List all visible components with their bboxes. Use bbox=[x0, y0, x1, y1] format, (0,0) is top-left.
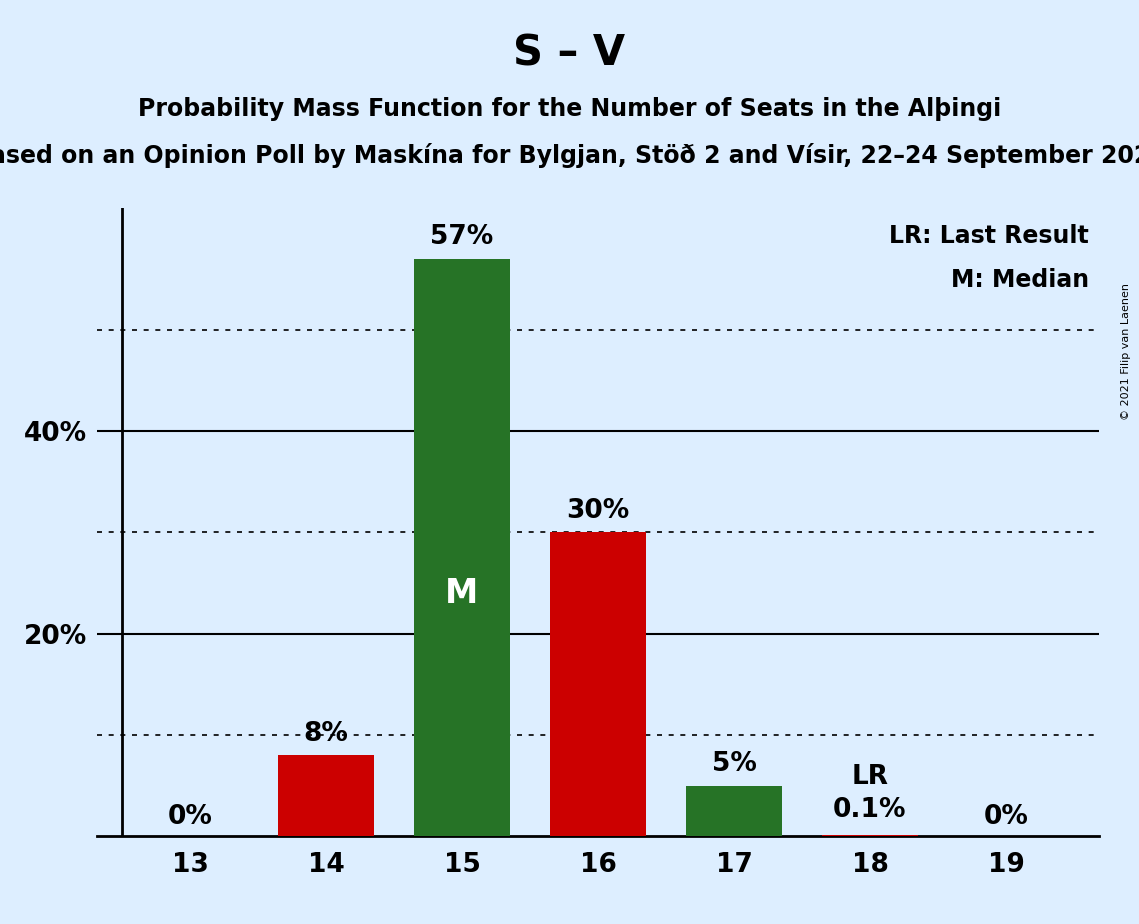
Bar bbox=[687, 785, 781, 836]
Bar bbox=[278, 755, 374, 836]
Bar bbox=[822, 835, 918, 836]
Text: 0%: 0% bbox=[984, 804, 1029, 830]
Text: © 2021 Filip van Laenen: © 2021 Filip van Laenen bbox=[1121, 283, 1131, 419]
Text: S – V: S – V bbox=[514, 32, 625, 74]
Text: 0.1%: 0.1% bbox=[834, 797, 907, 823]
Text: 0%: 0% bbox=[167, 804, 212, 830]
Text: M: Median: M: Median bbox=[951, 268, 1089, 292]
Text: LR: Last Result: LR: Last Result bbox=[890, 224, 1089, 248]
Text: 30%: 30% bbox=[566, 498, 630, 524]
Text: M: M bbox=[445, 578, 478, 610]
Text: 8%: 8% bbox=[303, 721, 349, 747]
Text: LR: LR bbox=[852, 763, 888, 790]
Text: 5%: 5% bbox=[712, 751, 756, 777]
Bar bbox=[550, 532, 646, 836]
Text: Based on an Opinion Poll by Maskína for Bylgjan, Stöð 2 and Vísir, 22–24 Septemb: Based on an Opinion Poll by Maskína for … bbox=[0, 143, 1139, 168]
Text: 57%: 57% bbox=[431, 225, 493, 250]
Text: Probability Mass Function for the Number of Seats in the Alþingi: Probability Mass Function for the Number… bbox=[138, 97, 1001, 121]
Bar bbox=[415, 259, 509, 836]
